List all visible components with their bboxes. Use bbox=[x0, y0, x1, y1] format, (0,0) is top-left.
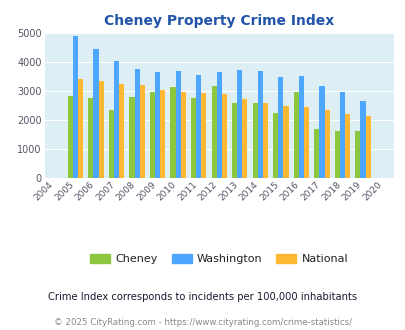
Bar bbox=[216, 72, 221, 178]
Bar bbox=[175, 71, 180, 178]
Bar bbox=[262, 103, 267, 178]
Bar bbox=[109, 110, 114, 178]
Bar bbox=[252, 103, 257, 178]
Bar bbox=[155, 72, 160, 178]
Bar bbox=[257, 71, 262, 178]
Bar bbox=[114, 61, 119, 178]
Bar bbox=[364, 116, 370, 178]
Bar bbox=[293, 92, 298, 178]
Bar bbox=[160, 90, 165, 178]
Bar bbox=[232, 103, 237, 178]
Bar bbox=[313, 129, 319, 178]
Text: © 2025 CityRating.com - https://www.cityrating.com/crime-statistics/: © 2025 CityRating.com - https://www.city… bbox=[54, 318, 351, 327]
Bar bbox=[360, 101, 364, 178]
Bar bbox=[134, 69, 139, 178]
Bar bbox=[324, 110, 329, 178]
Bar bbox=[73, 36, 78, 178]
Bar bbox=[334, 131, 339, 178]
Bar bbox=[277, 77, 283, 178]
Bar bbox=[93, 49, 98, 178]
Bar bbox=[170, 87, 175, 178]
Bar bbox=[319, 86, 324, 178]
Bar bbox=[196, 75, 201, 178]
Bar bbox=[119, 84, 124, 178]
Bar bbox=[242, 99, 247, 178]
Bar bbox=[88, 98, 93, 178]
Bar bbox=[180, 92, 185, 178]
Bar bbox=[211, 86, 216, 178]
Legend: Cheney, Washington, National: Cheney, Washington, National bbox=[85, 249, 352, 269]
Bar bbox=[68, 96, 73, 178]
Bar bbox=[354, 131, 360, 178]
Bar bbox=[98, 81, 103, 178]
Bar bbox=[190, 98, 196, 178]
Bar bbox=[139, 85, 145, 178]
Bar bbox=[201, 93, 206, 178]
Bar bbox=[78, 79, 83, 178]
Title: Cheney Property Crime Index: Cheney Property Crime Index bbox=[104, 14, 334, 28]
Bar bbox=[273, 113, 277, 178]
Bar bbox=[221, 94, 226, 178]
Bar bbox=[237, 71, 242, 178]
Bar bbox=[344, 114, 349, 178]
Bar bbox=[298, 76, 303, 178]
Text: Crime Index corresponds to incidents per 100,000 inhabitants: Crime Index corresponds to incidents per… bbox=[48, 292, 357, 302]
Bar bbox=[303, 107, 308, 178]
Bar bbox=[283, 106, 288, 178]
Bar bbox=[149, 92, 155, 178]
Bar bbox=[129, 97, 134, 178]
Bar bbox=[339, 92, 344, 178]
